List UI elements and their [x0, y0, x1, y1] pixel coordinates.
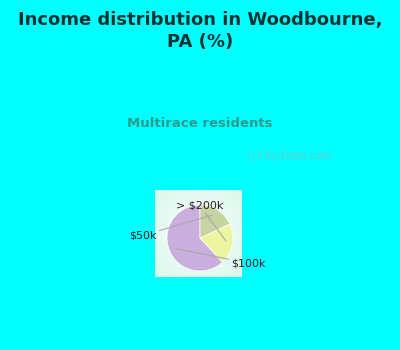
Text: Income distribution in Woodbourne,
PA (%): Income distribution in Woodbourne, PA (%…: [18, 10, 382, 51]
Text: ⓘ City-Data.com: ⓘ City-Data.com: [248, 150, 331, 161]
Wedge shape: [200, 224, 233, 262]
Wedge shape: [200, 205, 230, 238]
Text: > $200k: > $200k: [176, 200, 226, 241]
Wedge shape: [167, 205, 222, 271]
Text: Multirace residents: Multirace residents: [127, 117, 273, 130]
Text: $50k: $50k: [129, 215, 212, 240]
Text: $100k: $100k: [177, 249, 266, 268]
